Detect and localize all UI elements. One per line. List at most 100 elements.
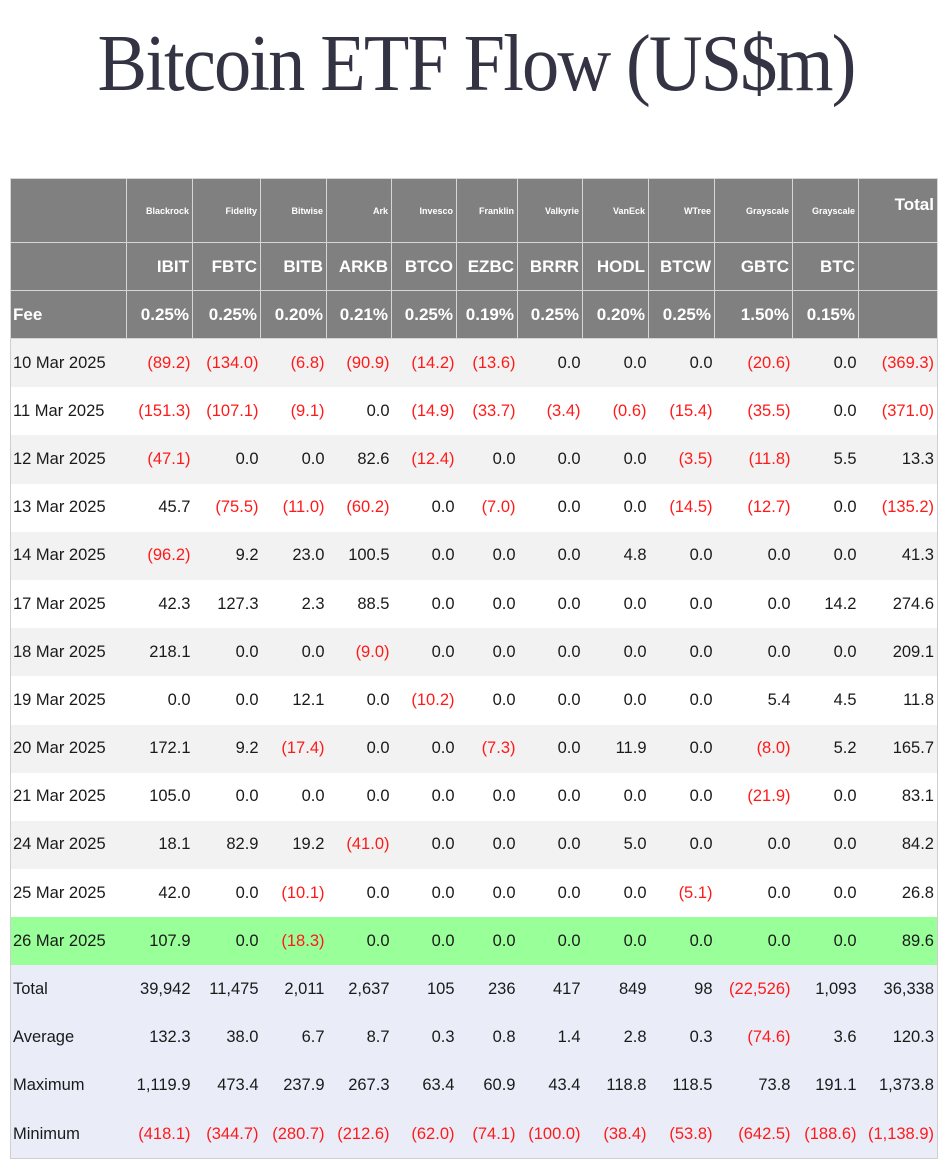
flow-cell: 0.0 bbox=[456, 435, 518, 484]
flow-cell: 14.2 bbox=[792, 579, 859, 629]
stat-cell: 0.3 bbox=[648, 1013, 715, 1062]
flow-cell: 0.0 bbox=[456, 772, 518, 821]
flow-cell: 0.0 bbox=[456, 820, 518, 870]
flow-cell: 0.0 bbox=[517, 772, 583, 821]
stat-total-cell: 120.3 bbox=[858, 1013, 938, 1062]
flow-cell: 4.8 bbox=[582, 531, 649, 580]
corner-cell bbox=[10, 178, 127, 243]
flow-cell: 0.0 bbox=[326, 869, 392, 918]
flow-cell: (107.1) bbox=[192, 387, 261, 436]
fee-label: Fee bbox=[10, 290, 127, 339]
flow-cell: 42.3 bbox=[126, 579, 193, 629]
flow-cell: 0.0 bbox=[582, 435, 649, 484]
flow-cell: 0.0 bbox=[792, 531, 859, 580]
flow-cell: 5.2 bbox=[792, 724, 859, 773]
flow-cell: 0.0 bbox=[456, 676, 518, 725]
flow-cell: 0.0 bbox=[326, 917, 392, 966]
ticker-header: ARKB bbox=[326, 242, 392, 291]
flow-cell: 0.0 bbox=[456, 869, 518, 918]
stat-cell: 0.3 bbox=[391, 1013, 457, 1062]
stat-cell: (74.6) bbox=[714, 1013, 793, 1062]
fee-total-empty bbox=[858, 290, 938, 339]
flow-cell: (6.8) bbox=[260, 338, 327, 388]
flow-cell: 82.9 bbox=[192, 820, 261, 870]
flow-cell: 0.0 bbox=[391, 579, 457, 629]
stat-cell: 6.7 bbox=[260, 1013, 327, 1062]
flow-cell: 0.0 bbox=[792, 869, 859, 918]
issuer-header: Grayscale bbox=[714, 178, 793, 243]
flow-cell: 0.0 bbox=[648, 724, 715, 773]
stat-cell: 237.9 bbox=[260, 1061, 327, 1110]
issuer-header: Ark bbox=[326, 178, 392, 243]
flow-cell: (9.1) bbox=[260, 387, 327, 436]
flow-row: 12 Mar 2025 (47.1) 0.0 0.0 82.6 (12.4) 0.0 0.0 0… bbox=[10, 435, 938, 484]
stat-cell: 8.7 bbox=[326, 1013, 392, 1062]
flow-cell: 0.0 bbox=[456, 579, 518, 629]
stat-cell: 105 bbox=[391, 965, 457, 1014]
stat-total-cell: 36,338 bbox=[858, 965, 938, 1014]
stat-cell: 417 bbox=[517, 965, 583, 1014]
stat-cell: 0.8 bbox=[456, 1013, 518, 1062]
stat-cell: (74.1) bbox=[456, 1110, 518, 1159]
flow-cell: 0.0 bbox=[517, 579, 583, 629]
flow-row: 13 Mar 2025 45.7 (75.5) (11.0) (60.2) 0.0 (7.0… bbox=[10, 483, 938, 532]
flow-cell: 0.0 bbox=[792, 820, 859, 870]
date-cell: 24 Mar 2025 bbox=[10, 820, 127, 870]
stat-cell: 3.6 bbox=[792, 1013, 859, 1062]
flow-cell: 127.3 bbox=[192, 579, 261, 629]
flow-cell: (35.5) bbox=[714, 387, 793, 436]
row-total-cell: 274.6 bbox=[858, 579, 938, 629]
row-total-cell: 13.3 bbox=[858, 435, 938, 484]
stat-total-cell: (1,138.9) bbox=[858, 1110, 938, 1159]
flow-cell: 18.1 bbox=[126, 820, 193, 870]
flow-cell: 0.0 bbox=[792, 772, 859, 821]
flow-cell: 0.0 bbox=[260, 772, 327, 821]
fee-cell: 0.15% bbox=[792, 290, 859, 339]
flow-cell: 107.9 bbox=[126, 917, 193, 966]
row-total-cell: 165.7 bbox=[858, 724, 938, 773]
flow-cell: 0.0 bbox=[260, 435, 327, 484]
stat-cell: 118.8 bbox=[582, 1061, 649, 1110]
flow-row: 17 Mar 2025 42.3 127.3 2.3 88.5 0.0 0.0 0.0 0.0 0… bbox=[10, 579, 938, 629]
date-cell: 20 Mar 2025 bbox=[10, 724, 127, 773]
flow-cell: 0.0 bbox=[517, 917, 583, 966]
flow-cell: 0.0 bbox=[582, 579, 649, 629]
stat-cell: (62.0) bbox=[391, 1110, 457, 1159]
row-total-cell: 41.3 bbox=[858, 531, 938, 580]
flow-cell: (18.3) bbox=[260, 917, 327, 966]
flow-cell: 0.0 bbox=[326, 724, 392, 773]
fee-header-row: Fee 0.25% 0.25% 0.20% 0.21% 0.25% 0.19% 0.25% 0.… bbox=[10, 290, 938, 339]
stat-cell: 1,093 bbox=[792, 965, 859, 1014]
date-cell: 21 Mar 2025 bbox=[10, 772, 127, 821]
flow-cell: (7.0) bbox=[456, 483, 518, 532]
stat-cell: 2,637 bbox=[326, 965, 392, 1014]
flow-cell: 0.0 bbox=[582, 772, 649, 821]
flow-cell: 0.0 bbox=[391, 820, 457, 870]
flow-cell: 0.0 bbox=[582, 338, 649, 388]
flow-cell: (134.0) bbox=[192, 338, 261, 388]
flow-cell: 0.0 bbox=[456, 628, 518, 677]
flow-cell: (8.0) bbox=[714, 724, 793, 773]
stat-cell: 39,942 bbox=[126, 965, 193, 1014]
flow-cell: (151.3) bbox=[126, 387, 193, 436]
flow-cell: 5.0 bbox=[582, 820, 649, 870]
flow-row: 18 Mar 2025 218.1 0.0 0.0 (9.0) 0.0 0.0 0.0 0.0 0… bbox=[10, 628, 938, 677]
flow-cell: 0.0 bbox=[517, 628, 583, 677]
flow-cell: 2.3 bbox=[260, 579, 327, 629]
flow-cell: (12.7) bbox=[714, 483, 793, 532]
flow-cell: 88.5 bbox=[326, 579, 392, 629]
flow-cell: 0.0 bbox=[192, 772, 261, 821]
flow-cell: (89.2) bbox=[126, 338, 193, 388]
issuer-header: Invesco bbox=[391, 178, 457, 243]
ticker-header: FBTC bbox=[192, 242, 261, 291]
flow-cell: 0.0 bbox=[517, 676, 583, 725]
table-body: 10 Mar 2025 (89.2) (134.0) (6.8) (90.9) (14.2… bbox=[10, 338, 938, 1159]
row-total-cell: (371.0) bbox=[858, 387, 938, 436]
ticker-header-row: IBIT FBTC BITB ARKB BTCO EZBC BRRR HODL BTCW GBTC… bbox=[10, 242, 938, 291]
stat-cell: 43.4 bbox=[517, 1061, 583, 1110]
ticker-header: BRRR bbox=[517, 242, 583, 291]
flow-cell: (5.1) bbox=[648, 869, 715, 918]
stat-cell: 267.3 bbox=[326, 1061, 392, 1110]
stat-row-maximum: Maximum 1,119.9 473.4 237.9 267.3 63.4 60.9 43.… bbox=[10, 1061, 938, 1110]
ticker-header: EZBC bbox=[456, 242, 518, 291]
